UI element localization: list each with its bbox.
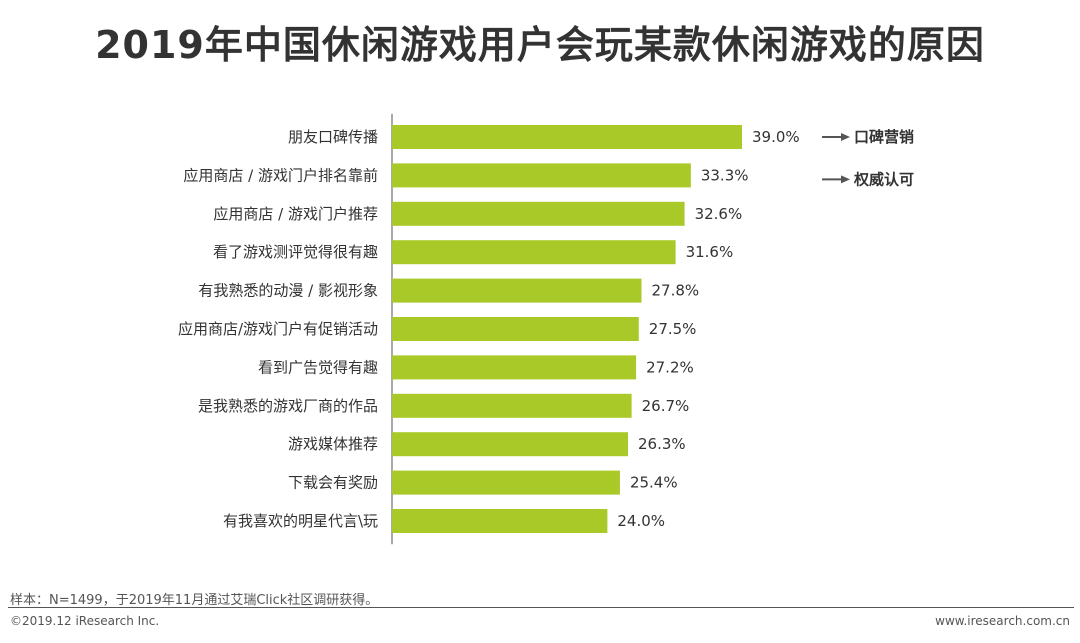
category-label: 有我熟悉的动漫 / 影视形象 [198,282,378,300]
bar [392,163,691,188]
bar [392,432,629,457]
footer-divider [8,607,1074,608]
value-label: 25.4% [630,474,678,492]
annotation-arrow-head [841,175,850,184]
category-label: 应用商店/游戏门户有促销活动 [178,320,378,338]
value-labels-group: 39.0% 33.3% 32.6% 31.6% 27.8% 27.5% 27.2% 26.7%… [617,128,799,530]
category-label: 应用商店 / 游戏门户排名靠前 [183,166,378,184]
bar [392,509,608,533]
value-label: 27.2% [646,358,694,376]
bar [392,393,632,418]
bar [392,240,676,265]
value-label: 33.3% [701,166,749,184]
value-label: 27.8% [651,282,699,300]
category-label: 朋友口碑传播 [288,128,378,146]
bar [392,317,639,341]
value-label: 31.6% [686,243,734,261]
copyright-text: ©2019.12 iResearch Inc. [10,614,160,628]
annotation-arrow-head [841,133,850,141]
category-label: 下载会有奖励 [288,474,378,492]
value-label: 26.7% [642,397,690,415]
category-label: 有我喜欢的明星代言\玩 [223,512,378,530]
chart-title: 2019年中国休闲游戏用户会玩某款休闲游戏的原因 [95,23,985,67]
value-label: 26.3% [638,435,686,453]
value-label: 39.0% [752,128,800,146]
bar [392,470,620,495]
sample-note: 样本：N=1499，于2019年11月通过艾瑞Click社区调研获得。 [10,593,379,608]
value-label: 32.6% [695,205,743,223]
website-text: www.iresearch.com.cn [935,614,1070,628]
bar [392,201,685,226]
value-label: 27.5% [649,320,697,338]
bars-group [392,125,742,533]
category-label: 看到广告觉得有趣 [258,358,378,376]
bar [392,278,642,303]
category-label: 应用商店 / 游戏门户推荐 [213,205,378,223]
bar [392,125,742,149]
category-label: 游戏媒体推荐 [288,435,378,453]
value-label: 24.0% [617,512,665,530]
category-label: 是我熟悉的游戏厂商的作品 [198,397,378,415]
annotation-label: 口碑营销 [854,128,914,146]
category-label: 看了游戏测评觉得很有趣 [213,243,378,261]
annotation-label: 权威认可 [853,170,914,188]
bar [392,355,637,380]
